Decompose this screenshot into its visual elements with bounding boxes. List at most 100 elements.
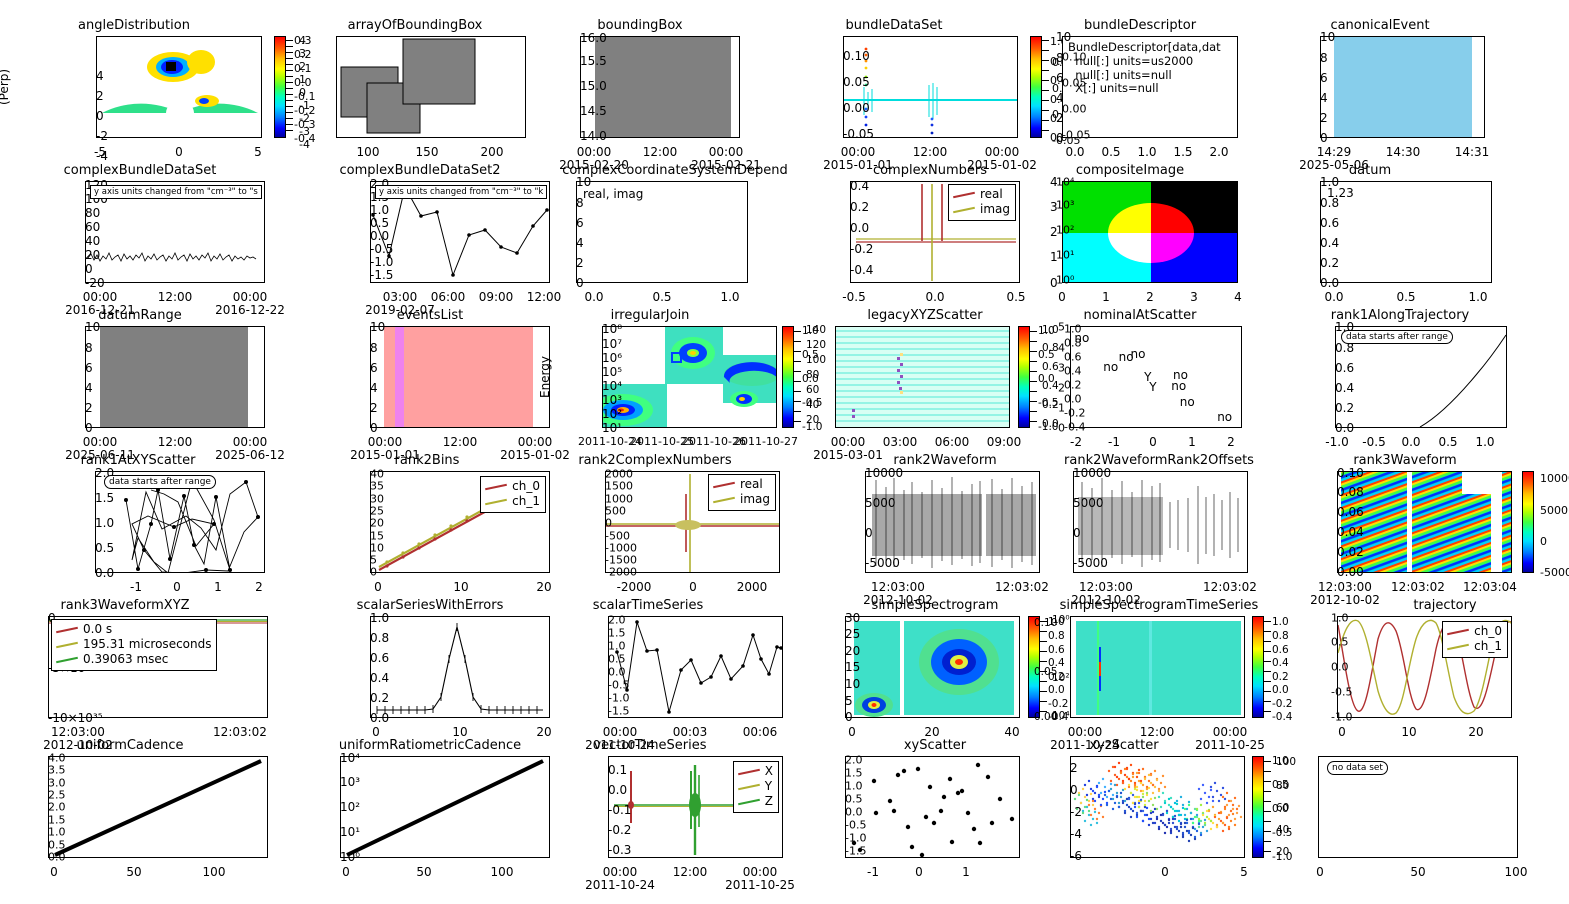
panel-rank2WaveformRank2Offsets[interactable]: rank2WaveformRank2Offsets -5000 0 5000 1… <box>1040 453 1308 606</box>
panel-title: eventsList <box>396 308 464 323</box>
panel-vectorTimeSeries[interactable]: vectorTimeSeries X Y Z -0.3 -0.2 -0.1 0.… <box>530 738 798 891</box>
no-data-annotation: no data set <box>1327 761 1388 775</box>
range-annotation: data starts after range <box>1341 330 1453 344</box>
legend[interactable]: X Y Z <box>732 761 779 813</box>
panel-title: xyScatter <box>903 738 967 753</box>
nominal-label: no <box>1130 347 1146 361</box>
panel-title: rank1AtXYScatter <box>80 453 196 468</box>
gaussian-render <box>376 623 543 714</box>
colorbar[interactable] <box>1252 756 1264 858</box>
panel-title: complexNumbers <box>872 163 988 178</box>
legend[interactable]: 0.0 s 195.31 microseconds 0.39063 msec <box>51 619 218 671</box>
range-annotation: data starts after range <box>104 475 216 489</box>
legend[interactable]: real imag <box>708 474 776 511</box>
panel-title: angleDistribution <box>78 18 190 33</box>
uniform-cadence-render <box>54 759 262 857</box>
waveform-render <box>872 477 1036 568</box>
legend-swatch <box>1447 628 1470 635</box>
panel-title: irregularJoin <box>610 308 690 323</box>
panel-scalarSeriesWithErrors[interactable]: scalarSeriesWithErrors 0.0 0.2 0.4 0.6 0… <box>290 598 558 743</box>
panel-title: scalarSeriesWithErrors <box>356 598 504 613</box>
series-annotation: real, imag <box>583 187 644 201</box>
panel-noDataSet[interactable]: no data set 0 50 100 <box>1290 738 1569 883</box>
descriptor-text: BundleDescriptor[data,dat null[:] units=… <box>1068 40 1221 96</box>
panel-rank2Waveform[interactable]: rank2Waveform -5000 0 5000 10000 12:03:0… <box>800 453 1068 606</box>
legend-entry: real <box>953 187 1010 202</box>
panel-title: bundleDescriptor <box>1083 18 1197 33</box>
colorbar-ticks <box>1030 326 1037 428</box>
colorbar-ticks <box>1040 616 1047 718</box>
colorbar[interactable] <box>1028 616 1040 718</box>
legend-swatch <box>713 496 735 503</box>
panel-title: nominalAtScatter <box>1083 308 1197 323</box>
panel-canonicalEvent[interactable]: canonicalEvent 0 2 4 6 8 10 14:292025-05… <box>1290 18 1550 171</box>
panel-rank3Waveform[interactable]: rank3Waveform 0.00 <box>1290 453 1569 606</box>
panel-legacyXYZScatter[interactable]: legacyXYZScatter 00:00 2015-03-01 03:00 0… <box>800 308 1068 461</box>
panel-rank3WaveformXYZ[interactable]: rank3WaveformXYZ 0.0 s 195.31 microsecon… <box>0 598 268 751</box>
colorbar[interactable] <box>1030 36 1042 138</box>
panel-title: uniformCadence <box>76 738 184 753</box>
legend-swatch <box>1447 643 1470 650</box>
legend-entry: 0.39063 msec <box>56 652 211 667</box>
legend[interactable]: real imag <box>948 184 1016 221</box>
legend[interactable]: ch_0 ch_1 <box>1442 621 1508 658</box>
colorbar[interactable] <box>782 326 794 428</box>
panel-rank1AlongTrajectory[interactable]: rank1AlongTrajectory data starts after r… <box>1290 308 1550 453</box>
panel-complexCoordinateSystemDepend[interactable]: complexCoordinateSystemDepend real, imag… <box>530 163 788 308</box>
panel-title: datumRange <box>98 308 182 323</box>
legend-swatch <box>56 626 78 633</box>
complex-cross-render <box>606 474 779 572</box>
panel-rank2ComplexNumbers[interactable]: rank2ComplexNumbers real imag -2000 -150… <box>530 453 798 598</box>
legend-entry: 195.31 microseconds <box>56 637 211 652</box>
nominal-label: no <box>1179 395 1195 409</box>
composite-image-render <box>1063 182 1237 282</box>
panel-bundleDescriptor[interactable]: bundleDescriptor BundleDescriptor[data,d… <box>1040 18 1280 163</box>
legend-swatch <box>56 656 78 663</box>
panel-compositeImage[interactable]: compositeImage 10⁰ 10¹ 10² 10³ 10⁴ 0 1 2… <box>1040 163 1290 308</box>
panel-rank2Bins[interactable]: rank2Bins ch_0 ch_1 0 5 10 15 20 25 30 3… <box>290 453 558 598</box>
colorbar[interactable] <box>1018 326 1030 428</box>
panel-uniformCadence[interactable]: uniformCadence 0.0 0.5 1.0 1.5 2.0 2.5 3… <box>0 738 268 883</box>
panel-eventsList[interactable]: eventsList 0 2 4 6 8 10 00:002015-01-01 … <box>290 308 570 461</box>
panel-simpleSpectrogramTimeSeries[interactable]: simpleSpectrogramTimeSeries 00:00 2011-10… <box>1034 598 1308 751</box>
colorbar[interactable] <box>1252 616 1264 718</box>
xyz-colorscatter-render <box>1073 761 1243 843</box>
panel-simpleSpectrogram[interactable]: simpleSpectrogram 0 5 10 15 20 25 30 0 2… <box>800 598 1070 743</box>
panel-irregularJoin[interactable]: irregularJoin Energy 10¹ 10² 10³ <box>530 308 826 453</box>
panel-title: scalarTimeSeries <box>592 598 704 613</box>
panel-datum[interactable]: datum 1.23 0.0 0.2 0.4 0.6 0.8 1.0 0.0 0… <box>1290 163 1550 308</box>
panel-rank1AtXYScatter[interactable]: rank1AtXYScatter data starts after range… <box>0 453 268 598</box>
panel-title: complexBundleDataSet <box>63 163 217 178</box>
nominal-label: no <box>1217 410 1233 424</box>
panel-xyScatter[interactable]: xyScatter -1.5 -1.0 -0.5 0.0 0.5 1.0 1.5… <box>800 738 1068 883</box>
legend-entry: ch_1 <box>1447 639 1502 654</box>
scalar-series-render <box>615 620 782 714</box>
legend[interactable]: ch_0 ch_1 <box>480 476 546 513</box>
panel-scalarTimeSeries[interactable]: scalarTimeSeries -1.5 -1.0 -0.5 0.0 0.5 … <box>530 598 798 751</box>
panel-boundingBox[interactable]: boundingBox 14.0 14.5 15.0 15.5 16.0 00:… <box>530 18 770 171</box>
legend-swatch <box>953 191 975 198</box>
panel-datumRange[interactable]: datumRange 0 2 4 6 8 10 00:002025-06-11 … <box>0 308 285 461</box>
nominal-label: Y <box>1149 380 1157 394</box>
panel-bundleDataSet[interactable]: bundleDataSet -0.05 0.00 0.05 0.10 00:00… <box>790 18 1080 171</box>
panel-trajectory[interactable]: trajectory ch_0 ch_1 -1.0 -0.5 0.0 0.5 1… <box>1290 598 1569 743</box>
panel-title: rank3WaveformXYZ <box>60 598 190 613</box>
panel-title: simpleSpectrogram <box>871 598 999 613</box>
panel-angleDistribution[interactable]: angleDistribution (Perp) -4 -2 0 2 4 -5 … <box>0 18 315 163</box>
panel-title: rank2Bins <box>394 453 460 468</box>
panel-complexBundleDataSet2[interactable]: complexBundleDataSet2 y axis units chang… <box>290 163 561 316</box>
datum-annotation: 1.23 <box>1327 186 1354 200</box>
colorbar[interactable] <box>274 36 286 138</box>
colorbar[interactable] <box>1522 471 1534 573</box>
panel-uniformRatiometricCadence[interactable]: uniformRatiometricCadence 10⁰ 10¹ 10² 10… <box>290 738 558 883</box>
panel-arrayOfBoundingBox[interactable]: arrayOfBoundingBox 100 150 200 <box>320 18 550 163</box>
panel-complexNumbers[interactable]: complexNumbers real imag -0.4 -0.2 0.0 0… <box>790 163 1058 308</box>
panel-nominalAtScatter[interactable]: nominalAtScatter no no no no Y no Y no n… <box>1040 308 1290 453</box>
events-bar-highlight <box>395 327 404 427</box>
datum-range-bar <box>100 327 248 427</box>
panel-complexBundleDataSet[interactable]: complexBundleDataSet y axis units change… <box>0 163 285 316</box>
panel-title: boundingBox <box>597 18 683 33</box>
panel-xyzScatter[interactable]: xyzScatter -6 -4 -2 0 2 <box>1040 738 1308 883</box>
legend-swatch <box>485 483 508 490</box>
